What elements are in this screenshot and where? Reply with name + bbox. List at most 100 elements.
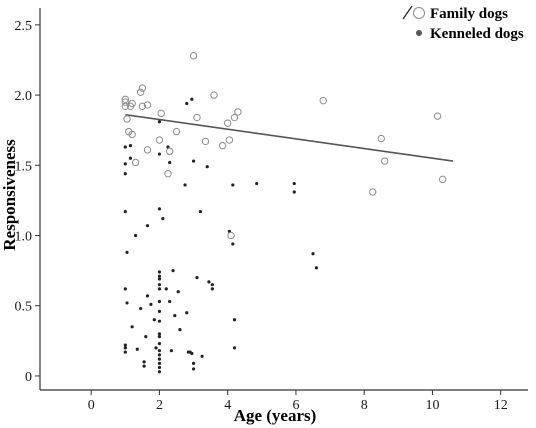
- family-dog-point: [234, 108, 242, 116]
- kenneled-dog-point: [157, 365, 162, 370]
- x-tick-label: 12: [494, 398, 508, 413]
- kenneled-dog-point: [185, 311, 189, 315]
- family-dog-point: [438, 175, 447, 184]
- kenneled-dog-point: [133, 233, 138, 238]
- family-dog-point: [136, 88, 145, 96]
- kenneled-dog-point: [173, 313, 177, 318]
- kenneled-dog-point: [144, 335, 148, 339]
- kenneled-dog-point: [125, 301, 129, 305]
- family-dog-point: [230, 113, 239, 122]
- legend-kennel-label: Kenneled dogs: [430, 26, 524, 42]
- legend-family-marker: [413, 7, 425, 19]
- family-dog-point: [128, 130, 136, 139]
- x-tick-label: 10: [425, 398, 439, 413]
- family-dog-point: [193, 113, 201, 122]
- kenneled-dog-point: [205, 165, 209, 169]
- kenneled-dog-point: [152, 318, 156, 322]
- kenneled-dog-point: [255, 181, 259, 186]
- kenneled-dog-point: [161, 217, 165, 221]
- family-dog-point: [225, 136, 234, 144]
- kenneled-dog-point: [157, 309, 162, 313]
- kenneled-dog-point: [142, 360, 146, 364]
- kenneled-dog-point: [231, 183, 235, 187]
- axes: [39, 8, 528, 391]
- kenneled-dog-point: [200, 354, 204, 358]
- family-dog-point: [227, 231, 235, 240]
- kenneled-dog-point: [185, 101, 189, 106]
- family-dog-point: [223, 119, 232, 127]
- family-trendline: [125, 113, 454, 162]
- family-dog-point: [121, 102, 130, 111]
- kenneled-dog-point: [198, 210, 202, 214]
- kenneled-dog-point: [142, 364, 146, 368]
- kenneled-dog-point: [157, 349, 162, 353]
- x-tick-label: 8: [361, 398, 368, 413]
- kenneled-dog-point: [157, 287, 162, 291]
- kenneled-dog-point: [157, 357, 162, 361]
- kenneled-dog-point: [123, 346, 127, 350]
- kenneled-dog-point: [157, 342, 162, 346]
- kenneled-dog-point: [207, 280, 211, 284]
- trendline-group: [125, 113, 454, 162]
- legend-family-label: Family dogs: [430, 6, 508, 22]
- kenneled-dog-point: [168, 299, 172, 304]
- kenneled-dog-point: [157, 277, 162, 281]
- kenneled-dog-point: [123, 287, 127, 291]
- kenneled-dog-point: [157, 274, 162, 278]
- family-dog-point: [380, 157, 389, 165]
- family-dog-point: [218, 141, 227, 150]
- kenneled-dog-point: [171, 269, 175, 273]
- kenneled-dog-point: [157, 299, 162, 304]
- family-dog-point: [155, 136, 164, 144]
- kenneled-dog-point: [191, 159, 196, 163]
- legend-kennel-marker: [416, 30, 422, 36]
- legend-trendline-sample: [402, 5, 413, 20]
- kenneled-dog-point: [157, 370, 162, 374]
- kenneled-dog-point: [292, 181, 296, 186]
- kenneled-dog-point: [145, 224, 150, 228]
- family-dog-point: [138, 84, 147, 92]
- kenneled-dog-point: [164, 287, 168, 291]
- kenneled-dog-point: [157, 335, 162, 339]
- x-tick-label: 6: [292, 398, 299, 413]
- kenneled-dog-point: [292, 190, 296, 194]
- family-dog-point: [121, 98, 130, 106]
- kenneled-dog-point: [130, 325, 134, 329]
- kenneled-dog-point: [157, 152, 162, 156]
- kenneled-dog-point: [157, 319, 162, 323]
- kenneled-dog-point: [183, 183, 187, 187]
- kenneled-dog-point: [123, 172, 127, 176]
- kenneled-dog-point: [123, 145, 127, 149]
- family-dog-point: [369, 188, 377, 196]
- family-dog-point: [143, 146, 152, 154]
- kenneled-dog-point: [157, 270, 162, 274]
- ticks: [35, 24, 502, 395]
- kenneled-dog-point: [157, 283, 162, 287]
- kenneled-dog-point: [231, 242, 235, 246]
- kenneled-dog-point: [176, 290, 180, 294]
- kenneled-dog-point: [190, 351, 194, 356]
- kenneled-dog-point: [157, 120, 162, 124]
- kenneled-dog-point: [135, 347, 139, 351]
- legend: Family dogs Kenneled dogs: [402, 5, 524, 42]
- x-tick-label: 2: [156, 398, 163, 413]
- kenneled-dog-point: [232, 318, 237, 322]
- data-points: [121, 52, 447, 374]
- y-tick-label: 0.5: [15, 300, 33, 315]
- family-dog-point: [164, 170, 172, 178]
- y-tick-label: 1.0: [15, 230, 33, 245]
- x-axis-title: Age (years): [234, 406, 317, 425]
- x-tick-label: 0: [88, 398, 95, 413]
- kenneled-dog-point: [154, 346, 158, 350]
- kenneled-dog-point: [149, 302, 153, 306]
- y-axis-title: Responsiveness: [0, 139, 19, 251]
- family-dog-point: [143, 101, 152, 109]
- kenneled-dog-point: [210, 283, 214, 287]
- family-dog-point: [121, 95, 130, 103]
- family-dog-point: [201, 137, 210, 146]
- kenneled-dog-point: [128, 144, 133, 148]
- kenneled-dog-point: [190, 97, 194, 101]
- family-dog-point: [377, 134, 385, 143]
- kenneled-dog-point: [169, 349, 173, 353]
